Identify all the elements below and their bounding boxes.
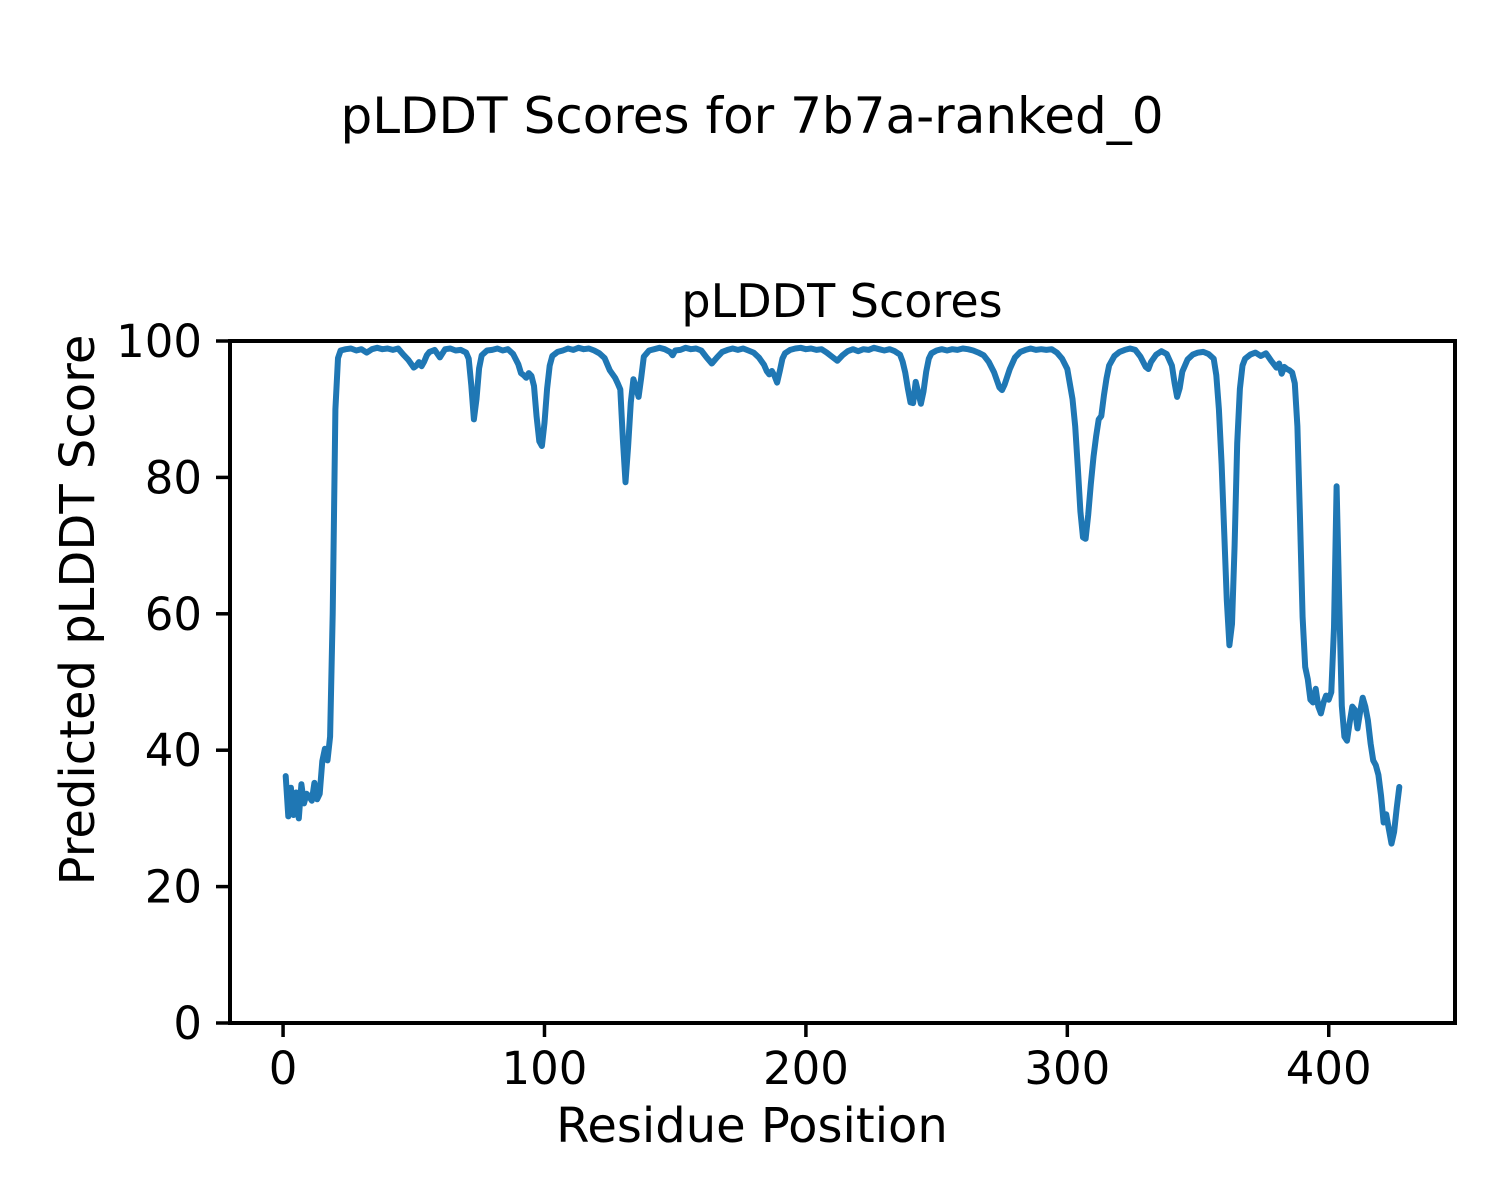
y-tick-label: 60	[145, 588, 202, 641]
axes-spines	[228, 339, 1457, 1025]
plddt-line	[282, 344, 1403, 847]
figure-title: pLDDT Scores for 7b7a-ranked_0	[340, 87, 1164, 145]
y-tick-label: 20	[145, 861, 202, 914]
x-tick-label: 200	[763, 1042, 849, 1095]
y-tick-label: 100	[116, 315, 202, 368]
x-tick-label: 0	[269, 1042, 298, 1095]
y-tick-label: 40	[145, 724, 202, 777]
axes-title: pLDDT Scores	[681, 274, 1003, 328]
y-tick-label: 0	[173, 997, 202, 1050]
x-axis-label: Residue Position	[556, 1098, 948, 1154]
x-tick-label: 400	[1286, 1042, 1372, 1095]
x-tick-label: 300	[1024, 1042, 1110, 1095]
y-tick-label: 80	[145, 451, 202, 504]
x-tick-label: 100	[502, 1042, 588, 1095]
